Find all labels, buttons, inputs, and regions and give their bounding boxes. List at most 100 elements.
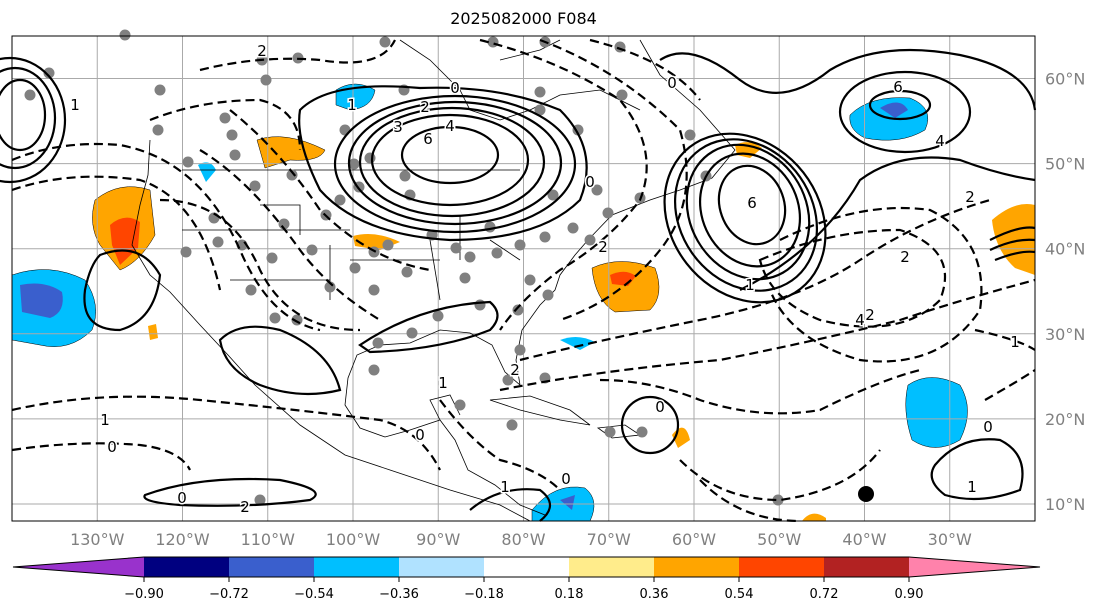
contour-label: 4 bbox=[935, 132, 945, 150]
colorbar-segment bbox=[824, 557, 910, 577]
station-dot bbox=[182, 156, 194, 168]
station-dot bbox=[43, 67, 55, 79]
colorbar-segment bbox=[654, 557, 740, 577]
longitude-label: 30°W bbox=[928, 530, 972, 549]
contour-label: 1 bbox=[500, 478, 510, 496]
solid-contours bbox=[0, 48, 1037, 522]
longitude-label: 90°W bbox=[416, 530, 460, 549]
colorbar-segment bbox=[569, 557, 655, 577]
station-dot bbox=[24, 89, 36, 101]
station-dot bbox=[772, 494, 784, 506]
station-dot bbox=[684, 129, 696, 141]
station-dot bbox=[368, 364, 380, 376]
contour-label: 1 bbox=[438, 374, 448, 392]
station-dot bbox=[487, 36, 499, 48]
longitude-label: 110°W bbox=[241, 530, 296, 549]
station-dot bbox=[334, 194, 346, 206]
station-dot bbox=[591, 184, 603, 196]
station-dot bbox=[219, 112, 231, 124]
station-dot bbox=[514, 344, 526, 356]
station-dot bbox=[534, 86, 546, 98]
station-dot bbox=[266, 252, 278, 264]
longitude-label: 80°W bbox=[501, 530, 545, 549]
shade-royalblue bbox=[560, 495, 575, 510]
station-dot bbox=[539, 231, 551, 243]
station-dot bbox=[260, 74, 272, 86]
colorbar-segment bbox=[739, 557, 825, 577]
station-dot bbox=[154, 84, 166, 96]
station-dot bbox=[459, 272, 471, 284]
colorbar-tick-label: −0.72 bbox=[209, 587, 249, 602]
station-dot bbox=[602, 207, 614, 219]
anomaly-shading bbox=[11, 83, 1035, 522]
station-dot bbox=[249, 180, 261, 192]
longitude-label: 100°W bbox=[326, 530, 381, 549]
station-dot bbox=[616, 89, 628, 101]
station-dot bbox=[636, 426, 648, 438]
longitude-label: 60°W bbox=[672, 530, 716, 549]
station-dot bbox=[152, 124, 164, 136]
contour-label: 2 bbox=[257, 42, 267, 60]
contour-label: 2 bbox=[510, 361, 520, 379]
station-dot bbox=[349, 262, 361, 274]
longitude-label: 120°W bbox=[155, 530, 210, 549]
station-dot bbox=[547, 189, 559, 201]
shade-red bbox=[110, 217, 140, 265]
station-dot bbox=[567, 222, 579, 234]
station-dot bbox=[474, 299, 486, 311]
longitude-label: 130°W bbox=[70, 530, 125, 549]
station-dot bbox=[506, 419, 518, 431]
colorbar-extend-max bbox=[909, 557, 1040, 577]
station-dot bbox=[604, 426, 616, 438]
longitude-label: 50°W bbox=[757, 530, 801, 549]
contour-label: 2 bbox=[965, 188, 975, 206]
station-dot bbox=[454, 399, 466, 411]
colorbar: −0.90 −0.72 −0.54 −0.36 −0.18 0.18 0.36 0.54 0.7… bbox=[12, 556, 1041, 602]
station-dot bbox=[269, 312, 281, 324]
shade-lightblue bbox=[560, 336, 595, 350]
shade-blue bbox=[198, 162, 216, 182]
contour-label: 0 bbox=[107, 438, 117, 456]
contour-label: 0 bbox=[177, 489, 187, 507]
map-title: 2025082000 F084 bbox=[450, 9, 597, 28]
contour-label: 0 bbox=[655, 398, 665, 416]
colorbar-tick-label: 0.90 bbox=[895, 587, 924, 602]
contour-label: 2 bbox=[420, 98, 430, 116]
station-dot bbox=[180, 246, 192, 258]
station-dot bbox=[348, 158, 360, 170]
station-dot bbox=[229, 149, 241, 161]
station-dots bbox=[24, 29, 784, 506]
colorbar-tick-label: 0.36 bbox=[640, 587, 669, 602]
station-dot bbox=[542, 289, 554, 301]
station-dot bbox=[306, 244, 318, 256]
colorbar-tick-label: 0.54 bbox=[725, 587, 754, 602]
station-dot bbox=[286, 169, 298, 181]
contour-label: 4 bbox=[445, 117, 455, 135]
station-dot bbox=[379, 36, 391, 48]
contour-label: 0 bbox=[561, 470, 571, 488]
contour-label: 1 bbox=[100, 411, 110, 429]
contour-label: 0 bbox=[415, 426, 425, 444]
station-dot bbox=[399, 170, 411, 182]
contour-label: 6 bbox=[747, 194, 757, 212]
colorbar-tick-label: 0.18 bbox=[555, 587, 584, 602]
colorbar-tick-label: −0.36 bbox=[379, 587, 419, 602]
dashed-contours bbox=[11, 38, 1036, 523]
colorbar-segment bbox=[484, 557, 570, 577]
contour-label: 0 bbox=[667, 74, 677, 92]
station-dot bbox=[364, 152, 376, 164]
map-frame bbox=[11, 35, 1036, 522]
station-dot bbox=[450, 242, 462, 254]
station-dot bbox=[406, 327, 418, 339]
station-dot bbox=[119, 29, 131, 41]
station-dot bbox=[534, 104, 546, 116]
longitude-label: 40°W bbox=[842, 530, 886, 549]
station-dot bbox=[432, 310, 444, 322]
colorbar-tick-label: −0.90 bbox=[124, 587, 164, 602]
station-dot bbox=[372, 337, 384, 349]
station-dot bbox=[512, 304, 524, 316]
station-dot bbox=[245, 284, 257, 296]
shade-orange bbox=[148, 324, 158, 340]
